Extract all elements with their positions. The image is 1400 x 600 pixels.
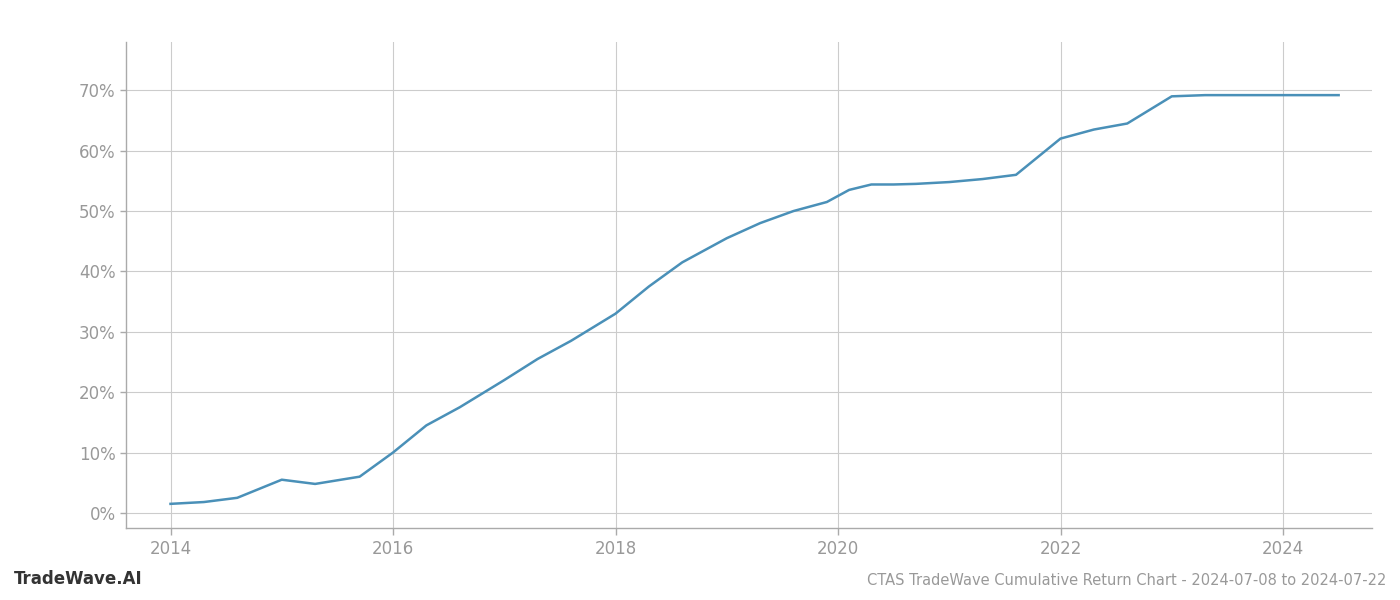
Text: CTAS TradeWave Cumulative Return Chart - 2024-07-08 to 2024-07-22: CTAS TradeWave Cumulative Return Chart -… [867, 573, 1386, 588]
Text: TradeWave.AI: TradeWave.AI [14, 570, 143, 588]
